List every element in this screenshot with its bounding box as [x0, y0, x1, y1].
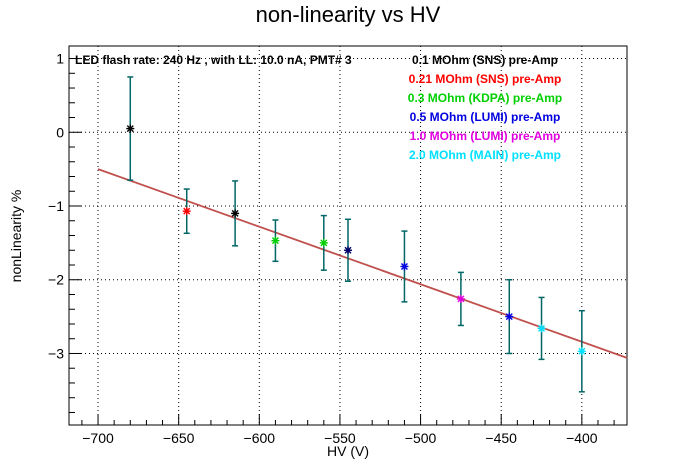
x-tick-label: −550	[324, 430, 356, 446]
legend: 0.1 MOhm (SNS) pre-Amp 0.21 MOhm (SNS) pr…	[408, 53, 562, 162]
data-point	[231, 209, 240, 218]
data-point	[505, 312, 514, 321]
data-point	[537, 324, 546, 333]
y-tick-label: −1	[48, 198, 64, 214]
x-tick-label: −700	[82, 430, 114, 446]
data-points	[126, 76, 586, 393]
chart-annotation: LED flash rate: 240 Hz , with LL: 10.0 n…	[75, 53, 352, 67]
fit-line-group	[97, 168, 628, 359]
legend-entry: 0.1 MOhm (SNS) pre-Amp	[412, 53, 558, 67]
x-tick-label: −600	[244, 430, 276, 446]
y-tick-label: 0	[56, 124, 64, 140]
data-point	[126, 124, 135, 133]
chart-title: non-linearity vs HV	[256, 2, 441, 27]
grid	[69, 46, 627, 425]
y-axis-label: nonLinearity %	[8, 190, 24, 283]
legend-entry: 1.0 MOhm (LUMI) pre-Amp	[410, 129, 561, 143]
x-tick-label: −500	[405, 430, 437, 446]
data-point	[271, 236, 280, 245]
y-tick-label: 1	[56, 51, 64, 67]
x-tick-label: −400	[566, 430, 598, 446]
y-tick-label: −2	[48, 272, 64, 288]
data-point	[456, 294, 465, 303]
x-tick-label: −450	[485, 430, 517, 446]
x-tick-label: −650	[163, 430, 195, 446]
axes: −700 −650 −600 −550 −500 −450 −400 1 0 −1 −2 −3	[48, 51, 615, 446]
fit-line	[97, 168, 628, 359]
legend-entry: 0.3 MOhm (KDPA) pre-Amp	[408, 91, 562, 105]
data-point	[400, 262, 409, 271]
data-point	[344, 246, 352, 255]
data-point	[182, 207, 191, 216]
y-tick-label: −3	[48, 345, 64, 361]
x-axis-label: HV (V)	[327, 443, 369, 459]
data-point	[319, 238, 328, 247]
data-point	[577, 347, 586, 356]
legend-entry: 0.5 MOhm (LUMI) pre-Amp	[410, 110, 561, 124]
legend-entry: 0.21 MOhm (SNS) pre-Amp	[409, 72, 562, 86]
legend-entry: 2.0 MOhm (MAIN) pre-Amp	[409, 148, 561, 162]
